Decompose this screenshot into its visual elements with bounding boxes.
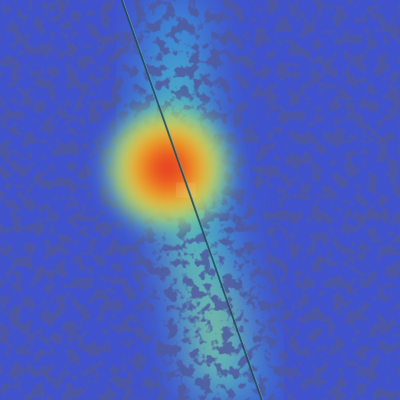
needle-highlight [122,0,264,400]
hot-spot [100,100,236,236]
needle-line [120,0,264,400]
